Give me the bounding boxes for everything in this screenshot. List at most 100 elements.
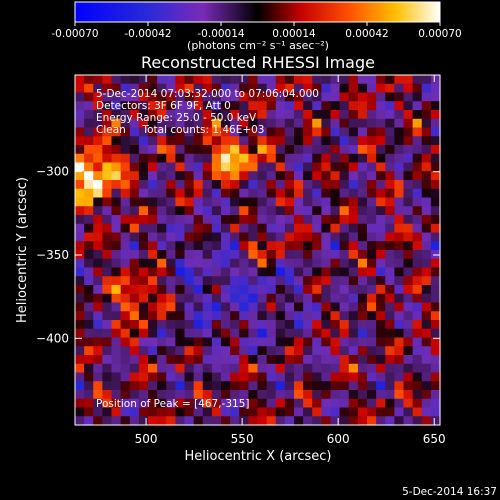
heatmap-cell: [394, 328, 405, 339]
heatmap-cell: [93, 92, 103, 102]
heatmap-cell: [403, 293, 414, 304]
heatmap-cell: [394, 136, 405, 146]
heatmap-cell: [348, 118, 359, 129]
heatmap-cell: [385, 311, 395, 321]
heatmap-cell: [111, 223, 122, 234]
heatmap-cell: [394, 311, 405, 321]
heatmap-cell: [357, 162, 368, 172]
heatmap-cell: [111, 127, 122, 137]
heatmap-cell: [303, 276, 313, 286]
heatmap-cell: [284, 390, 295, 400]
heatmap-cell: [211, 311, 222, 321]
heatmap-cell: [303, 83, 313, 94]
heatmap-cell: [284, 223, 295, 234]
heatmap-cell: [230, 92, 240, 102]
heatmap-cell: [202, 398, 213, 409]
heatmap-cell: [202, 223, 213, 234]
heatmap-cell: [330, 83, 341, 94]
heatmap-cell: [184, 162, 195, 172]
x-tick-label: 650: [423, 432, 446, 446]
heatmap-cell: [211, 153, 222, 164]
heatmap-cell: [385, 390, 395, 400]
heatmap-cell: [266, 136, 277, 146]
heatmap-cell: [148, 127, 158, 137]
heatmap-cell: [148, 197, 158, 207]
heatmap-cell: [157, 337, 167, 347]
heatmap-cell: [202, 258, 213, 269]
heatmap-cell: [303, 162, 313, 172]
heatmap-cell: [120, 302, 131, 312]
heatmap-cell: [166, 276, 176, 286]
heatmap-cell: [175, 346, 186, 356]
heatmap-cell: [193, 197, 204, 207]
heatmap-cell: [129, 311, 140, 321]
heatmap-cell: [221, 153, 231, 164]
heatmap-cell: [184, 223, 195, 234]
heatmap-cell: [138, 381, 149, 391]
heatmap-cell: [266, 101, 277, 111]
heatmap-cell: [266, 276, 277, 286]
heatmap-cell: [257, 75, 268, 85]
heatmap-cell: [84, 398, 94, 409]
heatmap-cell: [75, 145, 85, 155]
heatmap-cell: [84, 206, 94, 216]
heatmap-cell: [257, 127, 268, 137]
heatmap-cell: [184, 258, 195, 269]
heatmap-cell: [138, 241, 149, 251]
heatmap-cell: [202, 145, 213, 155]
heatmap-cell: [248, 232, 259, 242]
heatmap-cell: [111, 92, 122, 102]
heatmap-cell: [157, 302, 167, 312]
heatmap-cell: [257, 398, 268, 409]
heatmap-cell: [221, 206, 231, 216]
heatmap-cell: [321, 101, 332, 111]
heatmap-cell: [102, 320, 113, 330]
heatmap-cell: [230, 215, 240, 225]
heatmap-cell: [93, 390, 103, 400]
heatmap-cell: [430, 101, 441, 111]
heatmap-cell: [129, 328, 140, 339]
heatmap-cell: [230, 398, 240, 409]
heatmap-cell: [266, 188, 277, 199]
heatmap-cell: [239, 302, 249, 312]
heatmap-cell: [111, 363, 122, 374]
heatmap-cell: [321, 127, 332, 137]
heatmap-cell: [412, 136, 423, 146]
heatmap-cell: [430, 416, 441, 426]
heatmap-cell: [339, 241, 350, 251]
heatmap-cell: [129, 180, 140, 190]
heatmap-cell: [430, 215, 441, 225]
heatmap-cell: [138, 92, 149, 102]
heatmap-cell: [193, 250, 204, 260]
heatmap-cell: [284, 153, 295, 164]
heatmap-cell: [193, 145, 204, 155]
heatmap-cell: [339, 180, 350, 190]
heatmap-cell: [239, 75, 249, 85]
heatmap-cell: [412, 416, 423, 426]
heatmap-cell: [184, 416, 195, 426]
heatmap-cell: [148, 153, 158, 164]
heatmap-cell: [111, 390, 122, 400]
heatmap-cell: [348, 302, 359, 312]
heatmap-cell: [184, 136, 195, 146]
heatmap-cell: [175, 337, 186, 347]
heatmap-cell: [138, 101, 149, 111]
heatmap-cell: [412, 320, 423, 330]
heatmap-cell: [230, 363, 240, 374]
heatmap-cell: [339, 398, 350, 409]
heatmap-cell: [148, 241, 158, 251]
heatmap-cell: [357, 136, 368, 146]
heatmap-cell: [75, 153, 85, 164]
heatmap-cell: [166, 267, 176, 277]
heatmap-cell: [120, 390, 131, 400]
heatmap-cell: [275, 346, 286, 356]
heatmap-cell: [202, 83, 213, 94]
heatmap-cell: [202, 337, 213, 347]
heatmap-cell: [367, 407, 377, 417]
heatmap-cell: [230, 188, 240, 199]
heatmap-cell: [157, 153, 167, 164]
heatmap-cell: [330, 188, 341, 199]
heatmap-cell: [239, 293, 249, 304]
heatmap-cell: [248, 337, 259, 347]
heatmap-cell: [129, 83, 140, 94]
